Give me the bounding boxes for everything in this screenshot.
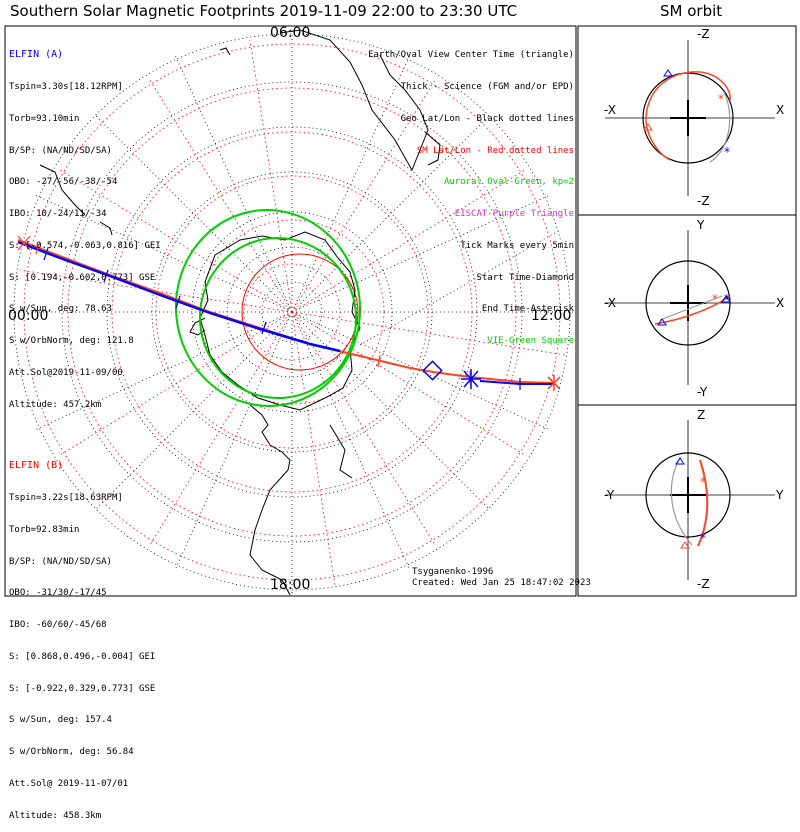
elfin-b-line: Altitude: 458.3km [9, 810, 102, 821]
elfin-a-line: IBO: 10/-24/11/-34 [9, 209, 107, 220]
orbit-1-bottom-label: -Z [697, 194, 710, 208]
mlt-label-bottom: 18:00 [270, 577, 311, 593]
end-asterisk-icon [461, 369, 481, 389]
australia-coast [279, 29, 429, 172]
elfin-b-line: IBO: -60/60/-45/68 [9, 620, 107, 631]
auroral-oval-inner [198, 237, 358, 399]
elfin-a-ticks [43, 247, 521, 390]
orbit-title: SM orbit [660, 2, 723, 20]
svg-text:*: * [724, 292, 730, 306]
elfin-a-line: S w/OrbNorm, deg: 121.8 [9, 336, 134, 347]
mlt-label-left: 00:00 [8, 308, 49, 324]
svg-text:*: * [724, 145, 730, 159]
coastlines [39, 29, 441, 595]
orbit-1-left-label: -X [604, 103, 616, 117]
elfin-a-line: Altitude: 457.2km [9, 399, 102, 410]
sm-grid [19, 39, 566, 586]
elfin-a-line: S: [-0.574,-0.063,0.816] GEI [9, 240, 161, 251]
elfin-b-line: Tspin=3.22s[18.63RPM] [9, 492, 123, 503]
elfin-a-info: ELFIN (A) Tspin=3.30s[18.12RPM] Torb=93.… [9, 29, 161, 421]
svg-text:*: * [712, 292, 718, 306]
svg-text:*: * [700, 531, 706, 545]
elfin-a-line: Att.Sol@2019-11-09/00 [9, 368, 123, 378]
orbit-3-left-label: -Y [604, 488, 615, 502]
created-timestamp: Created: Wed Jan 25 18:47:02 2023 [412, 578, 591, 588]
legend-item: Start Time-Diamond [476, 272, 574, 283]
orbit-2-top-label: Y [697, 218, 705, 232]
elfin-b-line: S w/Sun, deg: 157.4 [9, 715, 112, 726]
orbit-1-right-label: X [776, 103, 785, 117]
sm-pole-circle [241, 253, 359, 371]
footprint-figure: * * * * * * [4, 25, 797, 597]
elfin-a-name: ELFIN (A) [9, 49, 64, 61]
antarctic-peninsula [189, 317, 206, 336]
elfin-a-line: S: [0.194,-0.602,0.773] GSE [9, 272, 156, 283]
antarctica-coast [199, 231, 361, 411]
orbit-3-right-label: Y [776, 488, 784, 502]
africa-coast [39, 164, 86, 216]
elfin-b-line: S: [-0.922,0.329,0.773] GSE [9, 683, 156, 694]
orbit-panel-yz: * * [605, 420, 775, 580]
elfin-a-line: S w/Sun, deg: 78.63 [9, 304, 112, 315]
legend-item: End Time-Asterisk [481, 304, 574, 315]
orbit-3-bottom-label: -Z [697, 577, 710, 591]
model-name: Tsyganenko-1996 [412, 567, 494, 577]
terminator-line [359, 229, 561, 346]
orbit-3-top-label: Z [697, 408, 706, 422]
geo-grid [10, 30, 575, 595]
legend-item: Tick Marks every 5min [460, 240, 574, 251]
orbit-2-bottom-label: -Y [697, 385, 708, 399]
elfin-b-line: S: [0.868,0.496,-0.004] GEI [9, 651, 156, 662]
legend-item: SM Lat/Lon - Red dotted lines [416, 145, 574, 156]
svg-text:*: * [700, 475, 706, 489]
orbit-panel-xz: * * [605, 40, 775, 196]
orbit-frame [577, 25, 797, 597]
new-zealand-coast [424, 131, 441, 166]
start-diamond-icon [422, 360, 443, 381]
legend-item: VIE-Green Square [487, 336, 574, 347]
orbit-2-right-label: X [776, 296, 785, 310]
orbit-1-top-label: -Z [697, 27, 710, 41]
elfin-a-track [17, 240, 341, 353]
legend-item: Geo Lat/Lon - Black dotted lines [400, 113, 574, 124]
orbit-2-left-label: -X [604, 296, 616, 310]
elfin-b-info: ELFIN (B) Tspin=3.22s[18.63RPM] Torb=92.… [9, 440, 155, 832]
polar-map [10, 29, 575, 595]
elfin-b-line: Torb=92.83min [9, 524, 80, 535]
map-frame [4, 25, 577, 597]
south-georgia-islands [329, 424, 353, 479]
elfin-b-line: Att.Sol@ 2019-11-07/01 [9, 779, 129, 789]
island-2 [219, 47, 231, 56]
south-america-coast [249, 404, 291, 595]
elfin-a-line: Tspin=3.30s[18.12RPM] [9, 81, 123, 92]
page-title: Southern Solar Magnetic Footprints 2019-… [10, 2, 518, 20]
svg-text:*: * [718, 92, 724, 106]
legend-item: Thick - Science (FGM and/or EPD) [400, 81, 574, 92]
mlt-label-right: 12:00 [531, 308, 572, 324]
elfin-b-name: ELFIN (B) [9, 460, 64, 472]
legend-item: Auroral Oval-Green, kp=2 [443, 177, 574, 188]
elfin-b-line: OBO: -31/30/-17/45 [9, 588, 107, 599]
start-marker-b-icon [17, 235, 31, 251]
elfin-b-line: S w/OrbNorm, deg: 56.84 [9, 747, 134, 758]
auroral-oval-outer [174, 209, 362, 407]
elfin-b-line: B/SP: (NA/ND/SD/SA) [9, 556, 112, 567]
elfin-a-line: B/SP: (NA/ND/SD/SA) [9, 145, 112, 156]
mlt-label-top: 06:00 [270, 25, 311, 41]
end-asterisk-b-icon [547, 375, 561, 391]
legend-item: EISCAT-Purple Triangle [454, 209, 574, 220]
elfin-a-line: Torb=93.10min [9, 113, 80, 124]
orbit-panel-xy: * * [605, 230, 775, 385]
legend-item: Earth/Oval View Center Time (triangle) [368, 50, 574, 61]
island-1 [99, 221, 113, 236]
elfin-a-line: OBO: -27/-56/-38/-54 [9, 177, 118, 188]
auroral-oval [174, 209, 362, 407]
legend: Earth/Oval View Center Time (triangle) T… [368, 29, 574, 357]
